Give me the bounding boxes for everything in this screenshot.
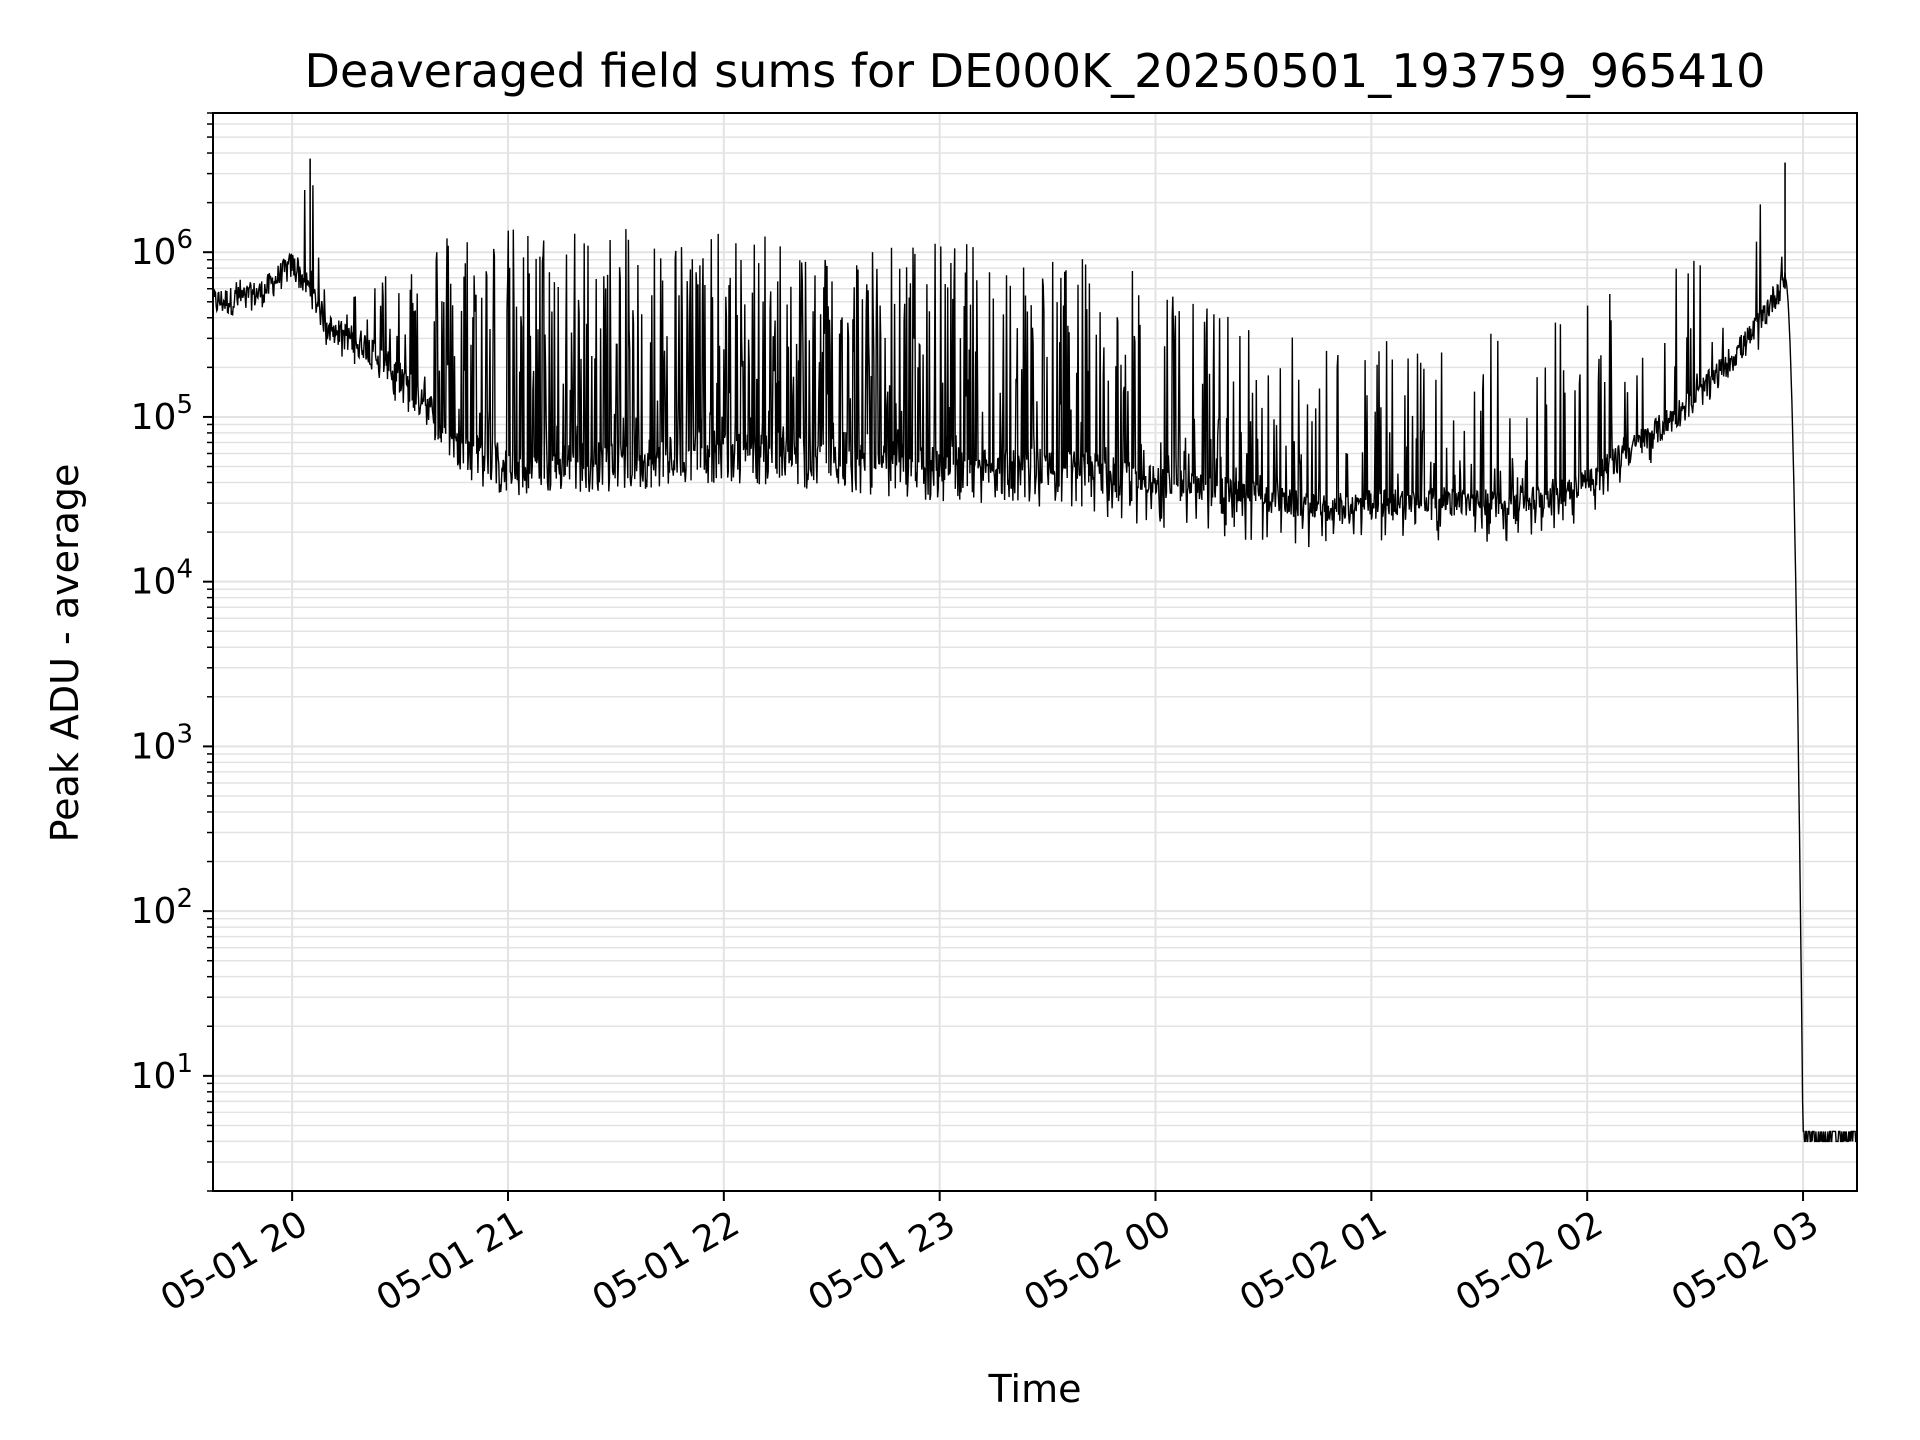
series-line [212, 185, 1858, 1143]
x-axis: 05-01 20 05-01 21 05-01 22 05-01 23 05-02 00… [154, 1191, 1826, 1320]
y-tick-label: 103 [131, 719, 193, 767]
grid [213, 112, 1857, 1192]
y-tick-label: 101 [131, 1049, 193, 1097]
x-tick-label: 05-02 02 [1449, 1203, 1610, 1319]
x-tick-label: 05-01 23 [801, 1203, 962, 1319]
y-tick-label: 106 [131, 225, 193, 273]
chart-title: Deaveraged field sums for DE000K_2025050… [305, 44, 1766, 98]
y-axis: 101 102 103 104 105 106 [131, 112, 213, 1192]
y-tick-label: 105 [131, 390, 193, 438]
x-axis-label: Time [988, 1367, 1082, 1411]
x-tick-label: 05-01 22 [586, 1203, 747, 1319]
x-tick-label: 05-02 01 [1233, 1203, 1394, 1319]
y-tick-label: 104 [131, 555, 193, 603]
y-axis-label: Peak ADU - average [43, 464, 87, 843]
x-tick-label: 05-01 21 [370, 1203, 531, 1319]
series-layer [212, 158, 1858, 1143]
plot-frame [212, 112, 1858, 1192]
x-tick-label: 05-01 20 [154, 1203, 315, 1319]
x-tick-label: 05-02 03 [1665, 1203, 1826, 1319]
x-tick-label: 05-02 00 [1017, 1203, 1178, 1319]
y-tick-label: 102 [131, 884, 193, 932]
